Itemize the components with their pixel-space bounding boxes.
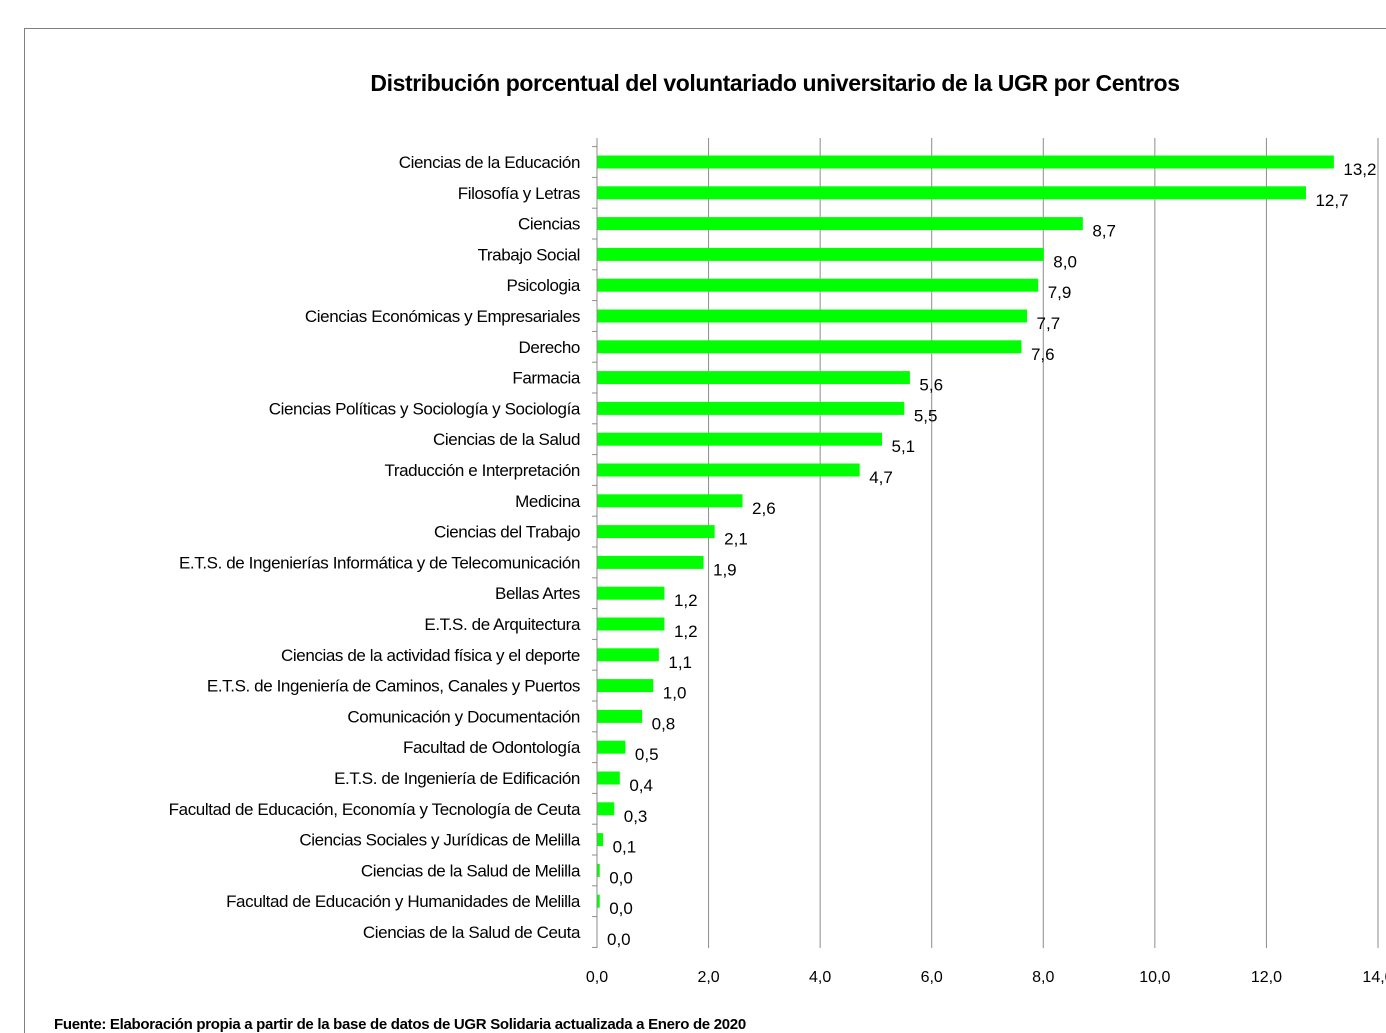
bar: [597, 802, 615, 816]
bar: [597, 555, 704, 569]
category-label: Ciencias Económicas y Empresariales: [305, 307, 580, 326]
value-label: 4,7: [869, 468, 893, 487]
value-label: 7,9: [1048, 283, 1072, 302]
category-label: Ciencias Políticas y Sociología y Sociol…: [269, 399, 581, 418]
category-label: Ciencias del Trabajo: [434, 523, 580, 542]
category-label: Facultad de Educación, Economía y Tecnol…: [169, 800, 581, 819]
category-label: Facultad de Educación y Humanidades de M…: [226, 892, 581, 911]
value-label: 2,1: [724, 530, 748, 549]
bar: [597, 155, 1334, 169]
category-label: Farmacia: [512, 369, 581, 388]
bar: [597, 740, 626, 754]
bar: [597, 463, 860, 477]
bar: [597, 525, 715, 539]
x-tick-label: 2,0: [697, 969, 719, 986]
bar: [597, 371, 910, 385]
value-label: 5,5: [914, 406, 938, 425]
value-label: 5,1: [892, 437, 916, 456]
bar: [597, 648, 659, 662]
bar: [597, 679, 654, 693]
value-label: 12,7: [1315, 191, 1348, 210]
x-tick-label: 10,0: [1139, 969, 1170, 986]
bar: [597, 617, 665, 631]
category-label: Ciencias de la Salud de Ceuta: [363, 923, 581, 942]
bar: [597, 833, 604, 847]
category-label: Filosofía y Letras: [458, 184, 580, 203]
x-tick-label: 6,0: [921, 969, 943, 986]
x-tick-label: 8,0: [1032, 969, 1054, 986]
bar: [597, 247, 1044, 261]
bar: [597, 586, 665, 600]
bar: [597, 186, 1306, 200]
chart-title: Distribución porcentual del voluntariado…: [370, 70, 1180, 96]
value-label: 7,6: [1031, 345, 1055, 364]
category-label: Ciencias de la Salud de Melilla: [361, 861, 581, 880]
category-label: Ciencias: [518, 215, 580, 234]
category-label: Bellas Artes: [495, 584, 580, 603]
category-label: E.T.S. de Ingenierías Informática y de T…: [179, 553, 580, 572]
bar: [597, 401, 905, 415]
bar: [597, 340, 1022, 354]
bar: [597, 894, 600, 908]
x-tick-label: 14,0: [1362, 969, 1386, 986]
category-label: E.T.S. de Ingeniería de Caminos, Canales…: [207, 677, 580, 696]
value-label: 1,0: [663, 684, 687, 703]
value-label: 5,6: [919, 376, 943, 395]
x-tick-label: 0,0: [586, 969, 608, 986]
bar: [597, 863, 600, 877]
category-label: Ciencias de la Educación: [399, 153, 580, 172]
category-label: Derecho: [519, 338, 580, 357]
value-label: 0,1: [613, 838, 637, 857]
value-label: 8,7: [1092, 222, 1116, 241]
value-label: 0,4: [629, 776, 653, 795]
value-label: 0,0: [609, 899, 633, 918]
category-label: Ciencias de la actividad física y el dep…: [281, 646, 580, 665]
category-label: Psicologia: [507, 276, 581, 295]
category-label: Traducción e Interpretación: [384, 461, 580, 480]
category-label: E.T.S. de Arquitectura: [424, 615, 581, 634]
category-label: Ciencias de la Salud: [433, 430, 580, 449]
bar: [597, 309, 1028, 323]
bar: [597, 494, 743, 508]
x-tick-label: 12,0: [1251, 969, 1282, 986]
value-label: 0,8: [652, 714, 676, 733]
value-label: 13,2: [1343, 160, 1376, 179]
value-label: 0,0: [609, 868, 633, 887]
bar: [597, 278, 1039, 292]
category-label: Facultad de Odontología: [403, 738, 581, 757]
value-label: 7,7: [1037, 314, 1061, 333]
source-note: Fuente: Elaboración propia a partir de l…: [54, 1016, 746, 1033]
category-label: Medicina: [515, 492, 581, 511]
value-label: 0,3: [624, 807, 648, 826]
value-label: 0,0: [607, 930, 631, 949]
bar: [597, 217, 1083, 231]
category-label: Comunicación y Documentación: [347, 707, 580, 726]
category-label: Ciencias Sociales y Jurídicas de Melilla: [299, 831, 581, 850]
category-label: Trabajo Social: [478, 245, 580, 264]
bar: [597, 771, 620, 785]
value-label: 0,5: [635, 745, 659, 764]
value-label: 2,6: [752, 499, 776, 518]
bar: [597, 709, 643, 723]
value-label: 1,9: [713, 560, 737, 579]
value-label: 1,2: [674, 591, 698, 610]
value-label: 1,2: [674, 622, 698, 641]
value-label: 8,0: [1053, 252, 1077, 271]
x-tick-label: 4,0: [809, 969, 831, 986]
category-label: E.T.S. de Ingeniería de Edificación: [334, 769, 580, 788]
bar: [597, 432, 883, 446]
value-label: 1,1: [668, 653, 692, 672]
